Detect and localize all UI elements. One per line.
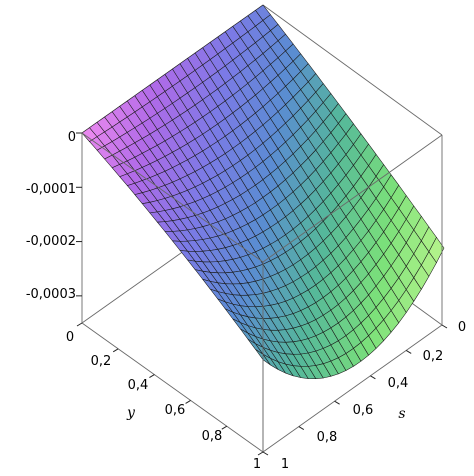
s-tick-label-0: 0 — [458, 320, 466, 335]
y-tick-label-3: 0,6 — [165, 403, 186, 418]
y-axis-label: y — [126, 405, 136, 421]
s-tick-label-2: 0,4 — [388, 376, 409, 391]
s-tick-label-3: 0,6 — [353, 403, 374, 418]
bounding-box-front — [81, 132, 443, 453]
s-tick-label-1: 0,2 — [423, 349, 444, 364]
y-tick-label-4: 0,8 — [202, 429, 223, 444]
surface-patch — [428, 236, 445, 264]
z-tick-label-2: -0,0002 — [26, 234, 76, 249]
s-tick-mark — [262, 451, 269, 456]
s-tick-mark — [441, 324, 448, 329]
s-tick-label-4: 0,8 — [317, 430, 338, 445]
y-tick-mark — [76, 322, 83, 327]
box-edge — [262, 4, 443, 136]
y-tick-label-2: 0,4 — [128, 378, 149, 393]
s-tick-mark — [334, 400, 340, 405]
axis-ticks — [76, 132, 448, 456]
z-tick-label-3: -0,0003 — [26, 287, 76, 302]
z-tick-label-1: -0,0001 — [26, 182, 76, 197]
z-tick-label-0: 0 — [68, 130, 76, 145]
y-tick-label-0: 0 — [66, 330, 74, 345]
s-tick-mark — [298, 426, 305, 431]
y-tick-mark — [257, 451, 264, 456]
s-tick-mark — [370, 375, 376, 380]
s-tick-mark — [405, 349, 412, 354]
surface-mesh — [81, 4, 445, 379]
box-edge — [81, 322, 264, 453]
box-edge — [262, 134, 443, 263]
s-tick-label-5: 1 — [281, 457, 289, 472]
y-tick-label-1: 0,2 — [91, 354, 112, 369]
y-tick-label-5: 1 — [253, 457, 261, 472]
box-edge — [81, 132, 264, 263]
box-edge — [262, 324, 443, 453]
y-tick-mark — [185, 399, 191, 404]
y-tick-mark — [149, 374, 155, 379]
y-tick-mark — [221, 425, 228, 430]
y-tick-mark — [112, 348, 119, 353]
s-axis-label: s — [398, 406, 405, 422]
